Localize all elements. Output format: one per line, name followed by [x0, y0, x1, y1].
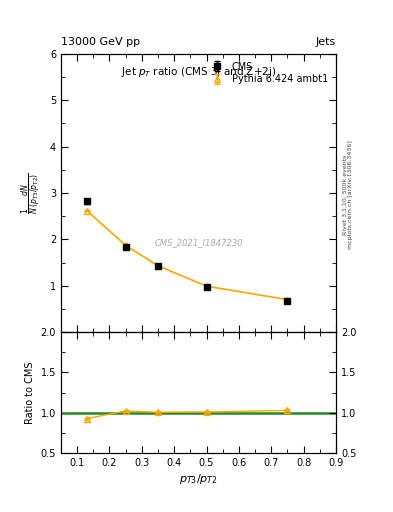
X-axis label: $p_{T3}/p_{T2}$: $p_{T3}/p_{T2}$ — [179, 472, 218, 486]
Text: CMS_2021_I1847230: CMS_2021_I1847230 — [154, 239, 243, 247]
Text: 13000 GeV pp: 13000 GeV pp — [61, 37, 140, 47]
Text: Rivet 3.1.10, 500k events: Rivet 3.1.10, 500k events — [343, 155, 348, 234]
Text: Jets: Jets — [316, 37, 336, 47]
Text: mcplots.cern.ch [arXiv:1306.3436]: mcplots.cern.ch [arXiv:1306.3436] — [348, 140, 353, 249]
Text: Jet $p_T$ ratio (CMS 3j and Z+2j): Jet $p_T$ ratio (CMS 3j and Z+2j) — [121, 65, 276, 79]
Legend: CMS, Pythia 6.424 ambt1: CMS, Pythia 6.424 ambt1 — [207, 58, 331, 88]
Y-axis label: $\frac{1}{N}\frac{dN}{(p_{T3}/p_{T2})}$: $\frac{1}{N}\frac{dN}{(p_{T3}/p_{T2})}$ — [20, 172, 44, 214]
Y-axis label: Ratio to CMS: Ratio to CMS — [25, 361, 35, 424]
